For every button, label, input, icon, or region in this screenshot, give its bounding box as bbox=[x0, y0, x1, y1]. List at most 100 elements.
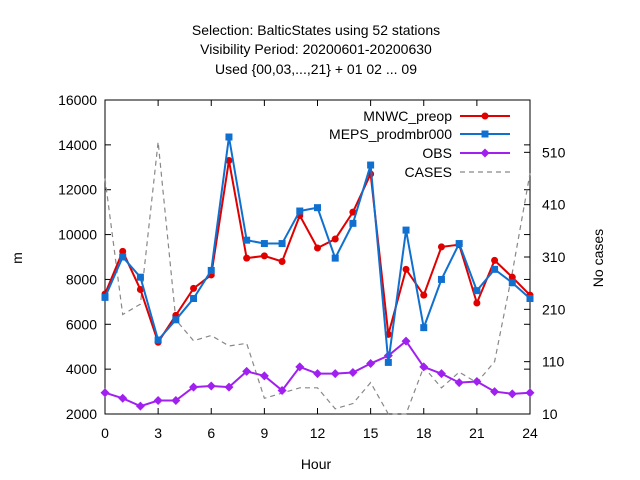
data-point bbox=[206, 381, 216, 391]
data-point bbox=[525, 388, 535, 398]
data-point bbox=[172, 316, 180, 324]
data-point bbox=[243, 254, 251, 262]
y2-tick-label: 510 bbox=[542, 144, 566, 160]
x-tick-label: 0 bbox=[101, 425, 109, 441]
data-point bbox=[225, 157, 233, 165]
data-point bbox=[154, 336, 162, 344]
y-axis-ticks: 2000 4000 6000 8000 10000 12000 14000 16000 bbox=[58, 92, 530, 422]
y2-tick-label: 410 bbox=[542, 197, 566, 213]
data-point bbox=[260, 240, 268, 248]
data-point bbox=[313, 369, 322, 379]
data-point bbox=[224, 382, 234, 392]
data-point bbox=[190, 284, 198, 292]
data-point bbox=[278, 257, 286, 265]
data-point bbox=[508, 273, 516, 281]
y-tick-label: 16000 bbox=[58, 92, 97, 108]
data-point bbox=[278, 240, 286, 248]
data-point bbox=[490, 387, 500, 397]
legend-item: MNWC_preop bbox=[363, 108, 510, 124]
data-point bbox=[420, 324, 428, 332]
data-point bbox=[153, 396, 163, 406]
x-axis-ticks: 0 3 6 9 12 15 18 21 24 bbox=[101, 100, 538, 441]
data-point bbox=[260, 252, 268, 260]
y-tick-label: 14000 bbox=[58, 137, 97, 153]
data-point bbox=[277, 385, 287, 395]
data-point bbox=[207, 266, 215, 274]
data-point bbox=[101, 293, 109, 301]
plot-frame bbox=[104, 99, 531, 415]
x-tick-label: 15 bbox=[363, 425, 379, 441]
data-point bbox=[314, 204, 321, 212]
x-tick-label: 18 bbox=[416, 425, 432, 441]
data-point bbox=[295, 362, 305, 372]
data-point bbox=[526, 294, 534, 302]
data-point bbox=[436, 369, 446, 379]
series-MEPS_prodmbr000 bbox=[101, 133, 534, 366]
data-point bbox=[136, 286, 144, 294]
data-point bbox=[455, 240, 463, 248]
data-point bbox=[491, 265, 499, 273]
data-point bbox=[118, 393, 128, 403]
data-point bbox=[331, 235, 339, 243]
data-point bbox=[481, 130, 489, 138]
y2-tick-label: 10 bbox=[542, 406, 558, 422]
x-axis-label: Hour bbox=[301, 456, 332, 472]
series-OBS bbox=[100, 336, 535, 411]
legend-label: MEPS_prodmbr000 bbox=[329, 126, 452, 142]
data-point bbox=[480, 148, 490, 158]
y-tick-label: 6000 bbox=[66, 316, 97, 332]
legend-item: MEPS_prodmbr000 bbox=[329, 126, 510, 142]
title-line-1: Selection: BalticStates using 52 station… bbox=[192, 22, 440, 38]
data-point bbox=[419, 362, 429, 372]
series-layer bbox=[100, 133, 535, 415]
data-point bbox=[296, 207, 304, 215]
y2-tick-label: 210 bbox=[542, 301, 566, 317]
legend: MNWC_preop MEPS_prodmbr000 OBS CASES bbox=[329, 108, 510, 180]
legend-item: OBS bbox=[422, 145, 510, 161]
x-tick-label: 24 bbox=[522, 425, 538, 441]
y-tick-label: 12000 bbox=[58, 182, 97, 198]
data-point bbox=[472, 376, 482, 386]
data-point bbox=[420, 291, 428, 299]
data-point bbox=[507, 389, 517, 399]
data-point bbox=[331, 254, 339, 262]
title-line-2: Visibility Period: 20200601-20200630 bbox=[200, 41, 432, 57]
data-point bbox=[314, 244, 321, 252]
legend-label: CASES bbox=[405, 164, 452, 180]
data-point bbox=[508, 279, 516, 287]
x-tick-label: 21 bbox=[469, 425, 485, 441]
data-point bbox=[401, 336, 411, 346]
y-axis-label: m bbox=[9, 252, 25, 264]
data-point bbox=[384, 358, 392, 366]
data-point bbox=[491, 256, 499, 264]
data-point bbox=[367, 161, 375, 169]
data-point bbox=[190, 294, 198, 302]
data-point bbox=[119, 247, 127, 255]
data-point bbox=[119, 253, 127, 261]
data-point bbox=[348, 368, 358, 378]
x-tick-label: 12 bbox=[310, 425, 326, 441]
data-point bbox=[437, 243, 445, 251]
data-point bbox=[402, 265, 410, 273]
series-MNWC_preop bbox=[101, 157, 534, 346]
y2-axis-label: No cases bbox=[590, 229, 606, 287]
data-point bbox=[100, 388, 110, 398]
data-point bbox=[243, 236, 251, 244]
data-point bbox=[402, 226, 410, 234]
y-tick-label: 8000 bbox=[66, 271, 97, 287]
title-line-3: Used {00,03,...,21} + 01 02 ... 09 bbox=[215, 61, 417, 77]
data-point bbox=[349, 208, 357, 216]
legend-label: MNWC_preop bbox=[363, 108, 452, 124]
data-point bbox=[437, 275, 445, 283]
data-point bbox=[259, 371, 269, 381]
data-point bbox=[171, 396, 181, 406]
data-point bbox=[189, 382, 199, 392]
data-point bbox=[136, 273, 144, 281]
data-point bbox=[225, 133, 233, 141]
data-point bbox=[481, 112, 489, 120]
x-tick-label: 3 bbox=[154, 425, 162, 441]
y2-tick-label: 110 bbox=[542, 354, 565, 370]
data-point bbox=[242, 366, 252, 376]
